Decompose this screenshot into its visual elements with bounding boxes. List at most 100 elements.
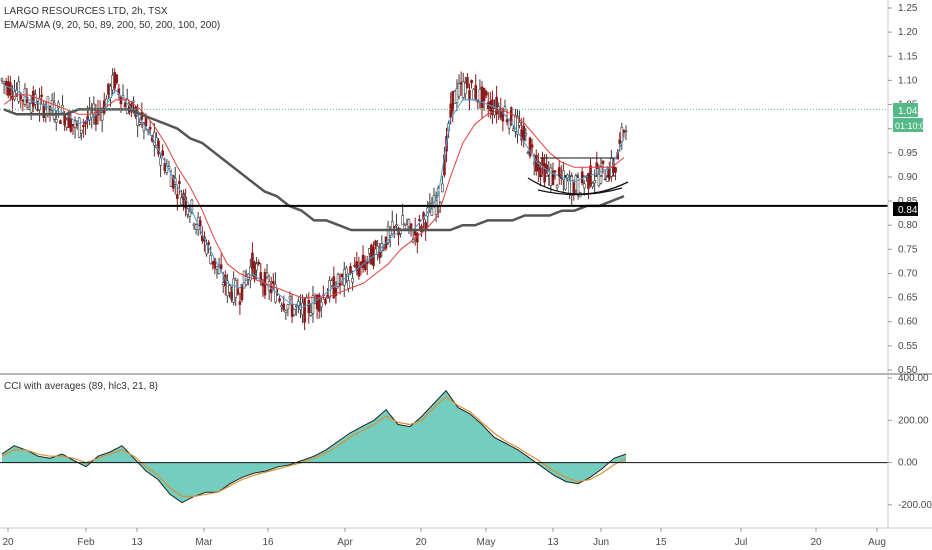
candle-body <box>184 196 187 209</box>
cci-title[interactable]: CCI with averages (89, hlc3, 21, 8) <box>4 381 158 392</box>
price-tick-label: 0.95 <box>898 148 918 159</box>
cci-tick-label: 200.00 <box>898 415 929 426</box>
candle-body <box>232 278 235 303</box>
price-tick-label: 0.85 <box>898 196 918 207</box>
candle-body <box>194 224 198 231</box>
candle-body <box>459 82 463 85</box>
time-tick-label: Jun <box>593 537 609 548</box>
time-tick-label: Jul <box>735 537 748 548</box>
candle-body <box>557 167 561 176</box>
candle-body <box>148 126 152 130</box>
candle-body <box>46 96 50 114</box>
candle-body <box>161 150 164 156</box>
candle-body <box>21 99 25 102</box>
candle-body <box>562 170 565 180</box>
candle-body <box>480 86 484 108</box>
candle-body <box>393 226 396 228</box>
candle-body <box>192 223 196 226</box>
candle-body <box>453 90 457 104</box>
candle-body <box>163 163 167 172</box>
candle-body <box>528 137 532 157</box>
price-tick-label: 1.10 <box>898 75 918 86</box>
candle-body <box>572 182 576 195</box>
cci-tick-label: -200.00 <box>898 500 932 511</box>
time-tick-label: 15 <box>655 537 667 548</box>
candle-body <box>188 211 192 217</box>
cci-average-line <box>1 396 627 497</box>
candle-body <box>59 120 62 125</box>
candle-body <box>109 85 112 98</box>
candle-body <box>234 280 238 298</box>
candle-body <box>526 152 530 154</box>
candle-body <box>178 181 181 185</box>
candle-body <box>284 310 288 314</box>
candle-body <box>236 288 240 295</box>
candle-body <box>132 100 135 103</box>
time-tick-label: Aug <box>868 537 886 548</box>
candle-body <box>211 261 215 265</box>
candle-body <box>186 208 190 215</box>
cup-pattern-drawing-inner[interactable] <box>537 187 623 196</box>
candle-body <box>390 221 394 235</box>
candle-body <box>361 254 365 269</box>
candle-body <box>251 252 254 269</box>
candle-body <box>614 167 617 173</box>
last-price-label: 1.04 <box>898 106 918 117</box>
cci-tick-label: 0.00 <box>898 458 918 469</box>
candle-body <box>307 300 311 313</box>
candle-body <box>574 175 578 191</box>
candle-body <box>608 167 611 179</box>
price-panel[interactable] <box>0 68 888 331</box>
time-axis[interactable]: 20 Feb 13 Mar 16 Apr 20 May 13 Jun 15 Jul 20 Aug <box>2 528 886 548</box>
candle-body <box>551 170 555 186</box>
candle-body <box>144 117 148 127</box>
candle-body <box>468 90 471 101</box>
cci-line <box>1 389 627 504</box>
candle-body <box>219 264 223 269</box>
candle-body <box>509 107 513 125</box>
cci-axis[interactable]: 400.00 200.00 0.00 -200.00 <box>888 373 932 511</box>
level-label: 0.84 <box>898 205 918 216</box>
price-tick-label: 0.55 <box>898 341 918 352</box>
price-tick-label: 0.60 <box>898 317 918 328</box>
candle-body <box>82 124 85 128</box>
candle-body <box>505 119 509 123</box>
candle-body <box>52 102 56 120</box>
candle-body <box>347 280 350 289</box>
candle-body <box>311 295 315 314</box>
candle-body <box>301 302 304 315</box>
candle-body <box>524 133 528 136</box>
candle-body <box>507 120 511 129</box>
candle-body <box>353 264 356 267</box>
price-tick-label: 0.65 <box>898 293 918 304</box>
candle-body <box>240 283 244 301</box>
candle-body <box>537 161 540 172</box>
candle-body <box>603 178 607 181</box>
candle-body <box>221 282 225 285</box>
indicator-legend[interactable]: EMA/SMA (9, 20, 50, 89, 200, 50, 200, 10… <box>4 20 220 31</box>
candle-body <box>416 233 419 243</box>
candle-body <box>100 112 104 121</box>
candle-body <box>484 91 488 96</box>
candle-body <box>29 103 33 113</box>
candle-body <box>290 304 294 317</box>
price-tick-label: 1.15 <box>898 51 918 62</box>
candle-body <box>292 308 296 316</box>
candle-body <box>539 167 542 178</box>
time-tick-label: 20 <box>415 537 427 548</box>
candle-body <box>464 82 467 95</box>
candle-body <box>40 94 43 97</box>
candle-body <box>27 106 31 110</box>
candle-body <box>4 81 8 87</box>
cci-panel[interactable] <box>0 389 888 504</box>
candle-body <box>622 130 626 133</box>
cup-pattern-drawing[interactable] <box>527 177 629 195</box>
candle-body <box>597 173 601 186</box>
candle-body <box>599 166 603 184</box>
candle-body <box>169 174 173 187</box>
candle-body <box>309 312 313 316</box>
cci-tick-label: 400.00 <box>898 373 929 384</box>
candle-body <box>280 305 283 307</box>
candle-body <box>115 74 119 84</box>
